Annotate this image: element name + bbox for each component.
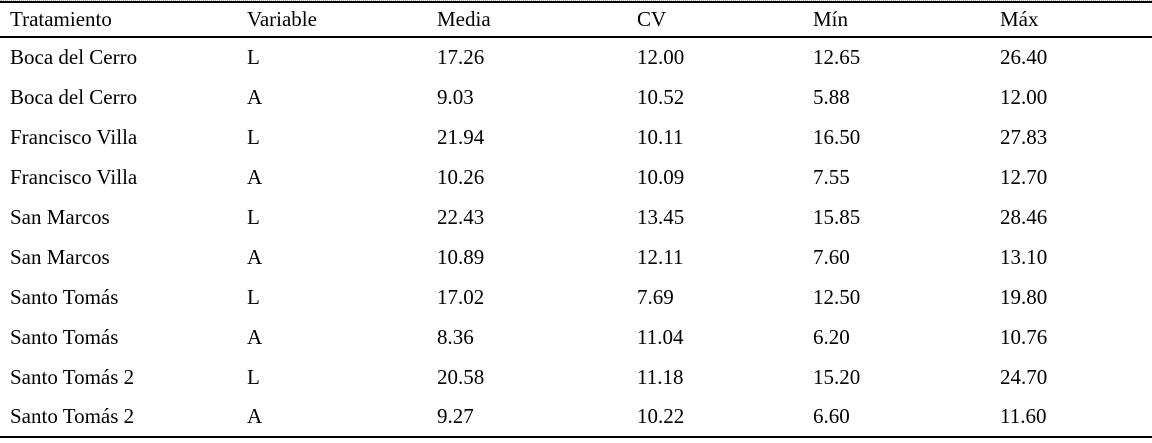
table-cell: 10.09 [637, 164, 685, 189]
table-cell: 6.60 [813, 397, 1000, 438]
table-cell: Santo Tomás [10, 284, 119, 309]
table-cell: 13.10 [1000, 244, 1048, 269]
table-cell: 20.58 [437, 364, 485, 389]
table-cell: Santo Tomás 2 [0, 397, 247, 438]
table-row: Francisco Villa L 21.94 10.11 16.50 27.83 [0, 117, 1152, 157]
table-body: Boca del Cerro L 17.26 12.00 12.65 26.40 Boca … [0, 37, 1152, 438]
table-row: Boca del Cerro A 9.03 10.52 5.88 12.00 [0, 77, 1152, 117]
table-row: Francisco Villa A 10.26 10.09 7.55 12.70 [0, 157, 1152, 197]
table-cell: Francisco Villa [10, 164, 138, 189]
table-cell: 27.83 [1000, 124, 1048, 149]
table-cell: 12.65 [813, 45, 861, 69]
column-header: Variable [247, 1, 437, 38]
table-row: Santo Tomás 2 A 9.27 10.22 6.60 11.60 [0, 397, 1152, 438]
table-cell: 17.26 [437, 45, 485, 69]
table-cell: San Marcos [10, 204, 110, 229]
table-cell: 13.45 [637, 204, 685, 229]
table-cell: A [247, 397, 437, 438]
table-cell: 5.88 [813, 84, 850, 109]
column-header: CV [637, 1, 813, 38]
table-cell: 7.55 [813, 164, 850, 189]
table-cell: 11.04 [637, 324, 684, 349]
table-cell: 11.60 [1000, 397, 1152, 438]
table-cell: Santo Tomás [10, 324, 119, 349]
table-cell: A [247, 244, 263, 269]
table-row: San Marcos L 22.43 13.45 15.85 28.46 [0, 197, 1152, 237]
table-cell: 12.00 [637, 45, 685, 69]
table-cell: 10.76 [1000, 324, 1048, 349]
header-row: Tratamiento Variable Media CV Mín Máx [0, 1, 1152, 38]
table-cell: 10.52 [637, 84, 685, 109]
table-row: Santo Tomás 2 L 20.58 11.18 15.20 24.70 [0, 357, 1152, 397]
table-cell: 9.27 [437, 397, 637, 438]
table-cell: 12.50 [813, 284, 861, 309]
table-cell: 15.20 [813, 364, 861, 389]
table-cell: A [247, 164, 263, 189]
column-header: Máx [1000, 1, 1152, 38]
table-row: San Marcos A 10.89 12.11 7.60 13.10 [0, 237, 1152, 277]
table-cell: 10.26 [437, 164, 485, 189]
table-cell: A [247, 84, 263, 109]
table-cell: 21.94 [437, 124, 485, 149]
table-cell: L [247, 204, 260, 229]
table-cell: 19.80 [1000, 284, 1048, 309]
table-cell: 12.11 [637, 244, 684, 269]
table-cell: Santo Tomás 2 [10, 364, 135, 389]
table-cell: 26.40 [1000, 45, 1048, 69]
table-cell: 12.00 [1000, 84, 1048, 109]
table-cell: L [247, 284, 260, 309]
table-cell: 15.85 [813, 204, 861, 229]
table-cell: 28.46 [1000, 204, 1048, 229]
table-cell: Francisco Villa [10, 124, 138, 149]
table-cell: 10.89 [437, 244, 485, 269]
table-cell: 6.20 [813, 324, 850, 349]
table-cell: 22.43 [437, 204, 485, 229]
table-cell: A [247, 324, 263, 349]
table-cell: 24.70 [1000, 364, 1048, 389]
table-cell: 17.02 [437, 284, 485, 309]
table-cell: Boca del Cerro [10, 84, 138, 109]
table-cell: 7.60 [813, 244, 850, 269]
table-row: Santo Tomás A 8.36 11.04 6.20 10.76 [0, 317, 1152, 357]
table-cell: 9.03 [437, 84, 474, 109]
table-cell: 7.69 [637, 284, 674, 309]
table-row: Santo Tomás L 17.02 7.69 12.50 19.80 [0, 277, 1152, 317]
table-cell: L [247, 364, 260, 389]
table-cell: Boca del Cerro [10, 45, 138, 69]
table-cell: 12.70 [1000, 164, 1048, 189]
column-header: Tratamiento [0, 1, 247, 38]
table-cell: 10.11 [637, 124, 684, 149]
table-cell: San Marcos [10, 244, 110, 269]
table-cell: 11.18 [637, 364, 684, 389]
table-cell: 10.22 [637, 397, 813, 438]
table-row: Boca del Cerro L 17.26 12.00 12.65 26.40 [0, 37, 1152, 77]
column-header: Media [437, 1, 637, 38]
table-cell: L [247, 124, 260, 149]
table-cell: 8.36 [437, 324, 474, 349]
column-header: Mín [813, 1, 1000, 38]
table-cell: L [247, 45, 260, 69]
table-cell: 16.50 [813, 124, 861, 149]
